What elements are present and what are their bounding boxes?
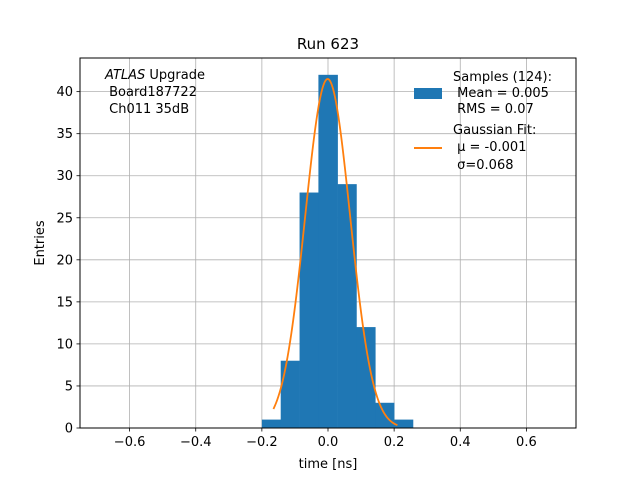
legend-histogram-mean: Mean = 0.005 [453,86,549,101]
x-tick-label: −0.6 [114,435,146,450]
annotation-line-2: Board187722 [105,85,197,100]
annotation-upgrade: Upgrade [145,68,205,83]
y-tick-label: 20 [56,253,73,268]
y-axis-label: Entries [33,220,48,266]
chart-title: Run 623 [297,35,359,53]
x-tick-label: −0.4 [180,435,212,450]
legend-histogram-rms: RMS = 0.07 [453,102,534,117]
histogram-bar [394,419,414,428]
histogram-bar [318,74,338,429]
y-tick-label: 35 [56,127,73,142]
x-tick-label: 0.6 [516,435,537,450]
x-axis-ticks: −0.6 −0.4 −0.2 0.0 0.2 0.4 0.6 [114,428,537,450]
x-axis-label: time [ns] [299,457,358,472]
histogram-bar [261,419,282,428]
annotation-atlas: ATLAS [104,68,145,83]
x-tick-label: −0.2 [246,435,278,450]
y-tick-label: 5 [65,379,73,394]
y-tick-label: 40 [56,85,73,100]
histogram-bar [356,327,376,428]
histogram-bar [337,184,357,428]
y-tick-label: 0 [65,422,73,437]
y-tick-label: 25 [56,211,73,226]
legend-fit-title: Gaussian Fit: [453,123,536,138]
annotation-line-1: ATLAS Upgrade [104,68,205,83]
legend-fit-mu: μ = -0.001 [453,140,526,155]
x-tick-label: 0.2 [384,435,405,450]
legend-fit-sigma: σ=0.068 [453,158,513,173]
x-tick-label: 0.4 [450,435,471,450]
atlas-annotation: ATLAS Upgrade Board187722 Ch011 35dB [104,68,205,117]
legend-histogram-swatch [414,88,442,99]
y-tick-label: 15 [56,295,73,310]
histogram-bars [261,74,414,429]
x-tick-label: 0.0 [318,435,339,450]
legend: Samples (124): Mean = 0.005 RMS = 0.07 G… [414,70,552,173]
y-tick-label: 10 [56,337,73,352]
legend-histogram-title: Samples (124): [453,70,552,85]
histogram-bar [299,192,319,428]
gaussian-fit-curve [272,78,398,427]
gaussian-fit [272,78,398,427]
annotation-line-3: Ch011 35dB [105,102,189,117]
histogram-bar [280,360,300,428]
y-tick-label: 30 [56,169,73,184]
y-axis-ticks: 0 5 10 15 20 25 30 35 40 [56,85,80,437]
